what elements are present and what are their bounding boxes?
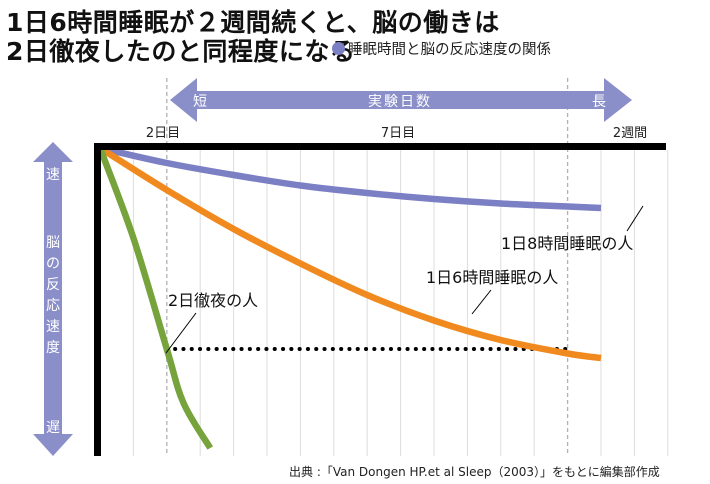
top-axis bbox=[94, 143, 666, 150]
left-axis bbox=[94, 143, 101, 456]
annotation-leader-line bbox=[165, 312, 197, 354]
title-line-1: 1日6時間睡眠が２週間続くと、脳の働きは bbox=[6, 8, 500, 37]
y-axis-arrow bbox=[33, 142, 73, 456]
title-line-2: 2日徹夜したのと同程度になる bbox=[6, 37, 356, 66]
x-tick-label: 2日目 bbox=[146, 126, 180, 141]
x-arrow-label: 実験日数 bbox=[368, 94, 432, 110]
annotation-leader-line bbox=[626, 205, 644, 232]
x-tick-label: 7日目 bbox=[381, 126, 415, 141]
x-arrow-short: 短 bbox=[193, 94, 207, 110]
annotation-label: 1日6時間睡眠の人 bbox=[426, 268, 558, 287]
source-note: 出典 :「Van Dongen HP.et al Sleep（2003）」をもと… bbox=[289, 465, 660, 479]
annotation-label: 1日8時間睡眠の人 bbox=[501, 234, 633, 253]
x-axis-arrow bbox=[170, 78, 632, 122]
x-tick-label: 2週間 bbox=[613, 126, 647, 141]
series-all-nighter-line bbox=[96, 146, 214, 450]
y-arrow-slow: 遅 bbox=[46, 420, 60, 436]
grid-lines bbox=[132, 78, 669, 456]
subtitle-text: 睡眠時間と脳の反応速度の関係 bbox=[348, 42, 551, 58]
x-arrow-long: 長 bbox=[592, 94, 606, 110]
series-8h-line bbox=[99, 144, 602, 212]
bullet-dot-icon bbox=[332, 42, 345, 55]
subtitle: 睡眠時間と脳の反応速度の関係 bbox=[332, 38, 551, 59]
annotation-leader-line bbox=[471, 289, 492, 315]
annotation-label: 2日徹夜の人 bbox=[168, 291, 258, 310]
y-arrow-fast: 速 bbox=[46, 167, 60, 183]
series-6h-line bbox=[98, 145, 602, 362]
y-arrow-label: 脳の反応速度 bbox=[46, 235, 60, 356]
